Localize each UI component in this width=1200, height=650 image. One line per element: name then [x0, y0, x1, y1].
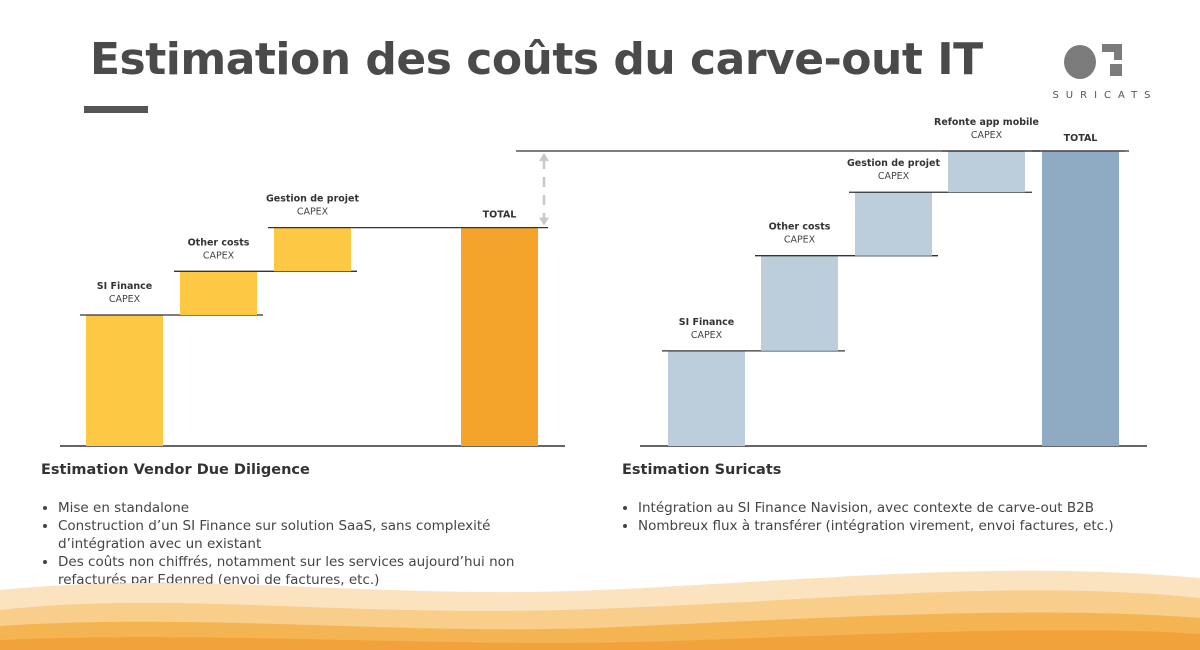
waterfall-charts: SI Finance CAPEX Other costs CAPEX Gestion d… — [60, 117, 1147, 447]
bar-label-2: Gestion de projet — [847, 158, 941, 169]
suricats-logo-icon — [1064, 44, 1122, 79]
bullet-item: Intégration au SI Finance Navision, avec… — [638, 499, 1198, 517]
bullet-item: Nombreux flux à transférer (intégration … — [638, 517, 1198, 535]
bar-sublabel-0: CAPEX — [109, 294, 141, 305]
bar-sublabel-2: CAPEX — [878, 171, 910, 182]
bar-sublabel-2: CAPEX — [297, 207, 329, 218]
bar-1 — [180, 271, 257, 315]
comparison-arrow — [516, 150, 1040, 226]
chart-vendor-due-diligence: SI Finance CAPEX Other costs CAPEX Gestion d… — [60, 194, 565, 447]
vendor-bullets: Mise en standalone Construction d’un SI … — [40, 499, 558, 589]
bar-4 — [1042, 151, 1119, 446]
bar-3 — [948, 151, 1025, 193]
vendor-heading: Estimation Vendor Due Diligence — [41, 462, 310, 478]
bar-label-2: Gestion de projet — [266, 194, 360, 205]
title-underline — [84, 106, 148, 113]
bar-0 — [86, 314, 163, 446]
arrow-head-up — [539, 153, 549, 161]
bar-label-1: Other costs — [188, 237, 250, 248]
logo-wordmark: SURICATS — [1052, 90, 1158, 101]
decorative-wave — [0, 570, 1200, 650]
bullet-item: Mise en standalone — [58, 499, 558, 517]
suricats-bullets: Intégration au SI Finance Navision, avec… — [620, 499, 1198, 535]
bullet-item: Construction d’un SI Finance sur solutio… — [58, 517, 558, 553]
chart-suricats: SI Finance CAPEX Other costs CAPEX Gestion d… — [640, 117, 1147, 447]
arrow-head-down — [539, 217, 549, 226]
bar-2 — [855, 192, 932, 256]
bar-label-1: Other costs — [769, 222, 831, 233]
bar-sublabel-1: CAPEX — [203, 250, 235, 261]
bar-label-4: TOTAL — [1064, 133, 1098, 144]
bar-0 — [668, 350, 745, 446]
bar-3 — [461, 227, 538, 446]
bar-sublabel-1: CAPEX — [784, 235, 816, 246]
bar-2 — [274, 227, 351, 272]
page-title: Estimation des coûts du carve-out IT — [90, 34, 983, 85]
bar-label-0: SI Finance — [679, 317, 734, 328]
bar-label-3: TOTAL — [483, 210, 517, 221]
bar-sublabel-3: CAPEX — [971, 130, 1003, 141]
bar-label-0: SI Finance — [97, 281, 152, 292]
suricats-heading: Estimation Suricats — [622, 462, 782, 478]
bar-label-3: Refonte app mobile — [934, 117, 1039, 128]
bar-1 — [761, 255, 838, 351]
bar-sublabel-0: CAPEX — [691, 330, 723, 341]
